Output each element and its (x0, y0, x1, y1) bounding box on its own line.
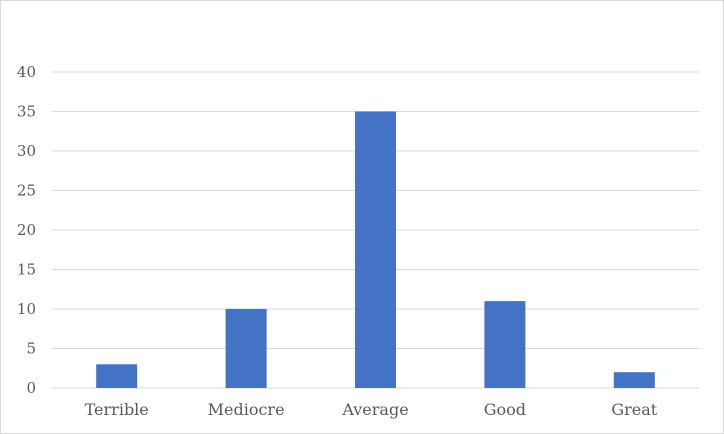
y-tick-label: 30 (17, 142, 36, 160)
y-tick-label: 5 (26, 340, 36, 358)
y-tick-label: 25 (17, 182, 36, 200)
y-tick-label: 15 (17, 261, 36, 279)
x-category-label: Terrible (85, 400, 149, 419)
y-axis-ticks: 0 5 10 15 20 25 30 35 40 (17, 63, 36, 397)
y-tick-label: 10 (17, 300, 36, 318)
bar-good (484, 301, 526, 388)
bar-terrible (96, 364, 138, 388)
y-tick-label: 35 (17, 103, 36, 121)
y-tick-label: 0 (26, 379, 36, 397)
bar-average (355, 111, 396, 388)
bar-mediocre (225, 309, 267, 388)
x-category-label: Good (484, 400, 526, 419)
bar-series (96, 111, 655, 388)
x-category-label: Mediocre (208, 400, 285, 419)
bar-great (613, 372, 655, 388)
x-axis-categories: Terrible Mediocre Average Good Great (85, 400, 658, 419)
y-tick-label: 20 (17, 221, 36, 239)
y-tick-label: 40 (17, 63, 36, 81)
x-category-label: Average (341, 400, 408, 419)
x-category-label: Great (611, 400, 657, 419)
